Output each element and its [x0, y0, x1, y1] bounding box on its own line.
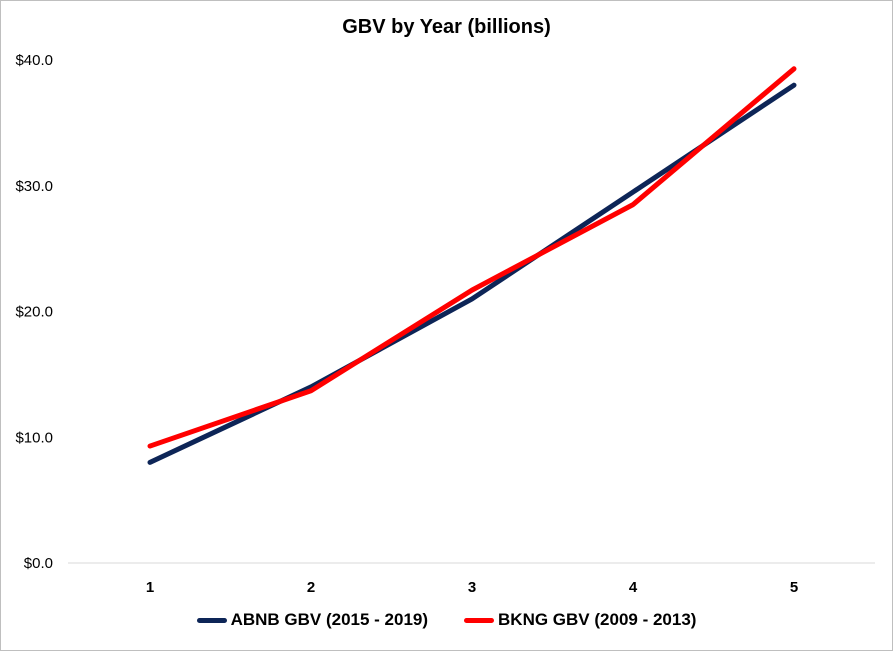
y-tick-label: $20.0 — [15, 304, 53, 321]
legend-swatch-bkng — [464, 617, 495, 623]
x-tick-label: 3 — [468, 579, 476, 596]
y-tick-label: $40.0 — [15, 52, 53, 69]
legend: ABNB GBV (2015 - 2019) BKNG GBV (2009 - … — [0, 610, 893, 630]
legend-item-abnb[interactable]: ABNB GBV (2015 - 2019) — [196, 610, 429, 630]
series-line-abnb[interactable] — [147, 82, 797, 465]
x-tick-label: 2 — [307, 579, 315, 596]
chart-title: GBV by Year (billions) — [342, 16, 551, 38]
x-axis-tick-labels: 1 2 3 4 5 — [146, 579, 798, 596]
legend-item-bkng[interactable]: BKNG GBV (2009 - 2013) — [464, 610, 696, 630]
y-tick-label: $30.0 — [15, 178, 53, 195]
x-tick-label: 1 — [146, 579, 154, 596]
series-line-bkng[interactable] — [147, 66, 797, 449]
legend-label-bkng: BKNG GBV (2009 - 2013) — [498, 610, 697, 629]
y-tick-label: $0.0 — [24, 555, 53, 572]
y-axis-tick-labels: $0.0 $10.0 $20.0 $30.0 $40.0 — [15, 52, 53, 572]
legend-label-abnb: ABNB GBV (2015 - 2019) — [230, 610, 429, 629]
x-tick-label: 4 — [629, 579, 638, 596]
series-lines — [147, 66, 797, 465]
x-tick-label: 5 — [790, 579, 798, 596]
legend-swatch-abnb — [196, 617, 227, 623]
gridlines — [68, 562, 875, 564]
y-tick-label: $10.0 — [15, 429, 53, 446]
